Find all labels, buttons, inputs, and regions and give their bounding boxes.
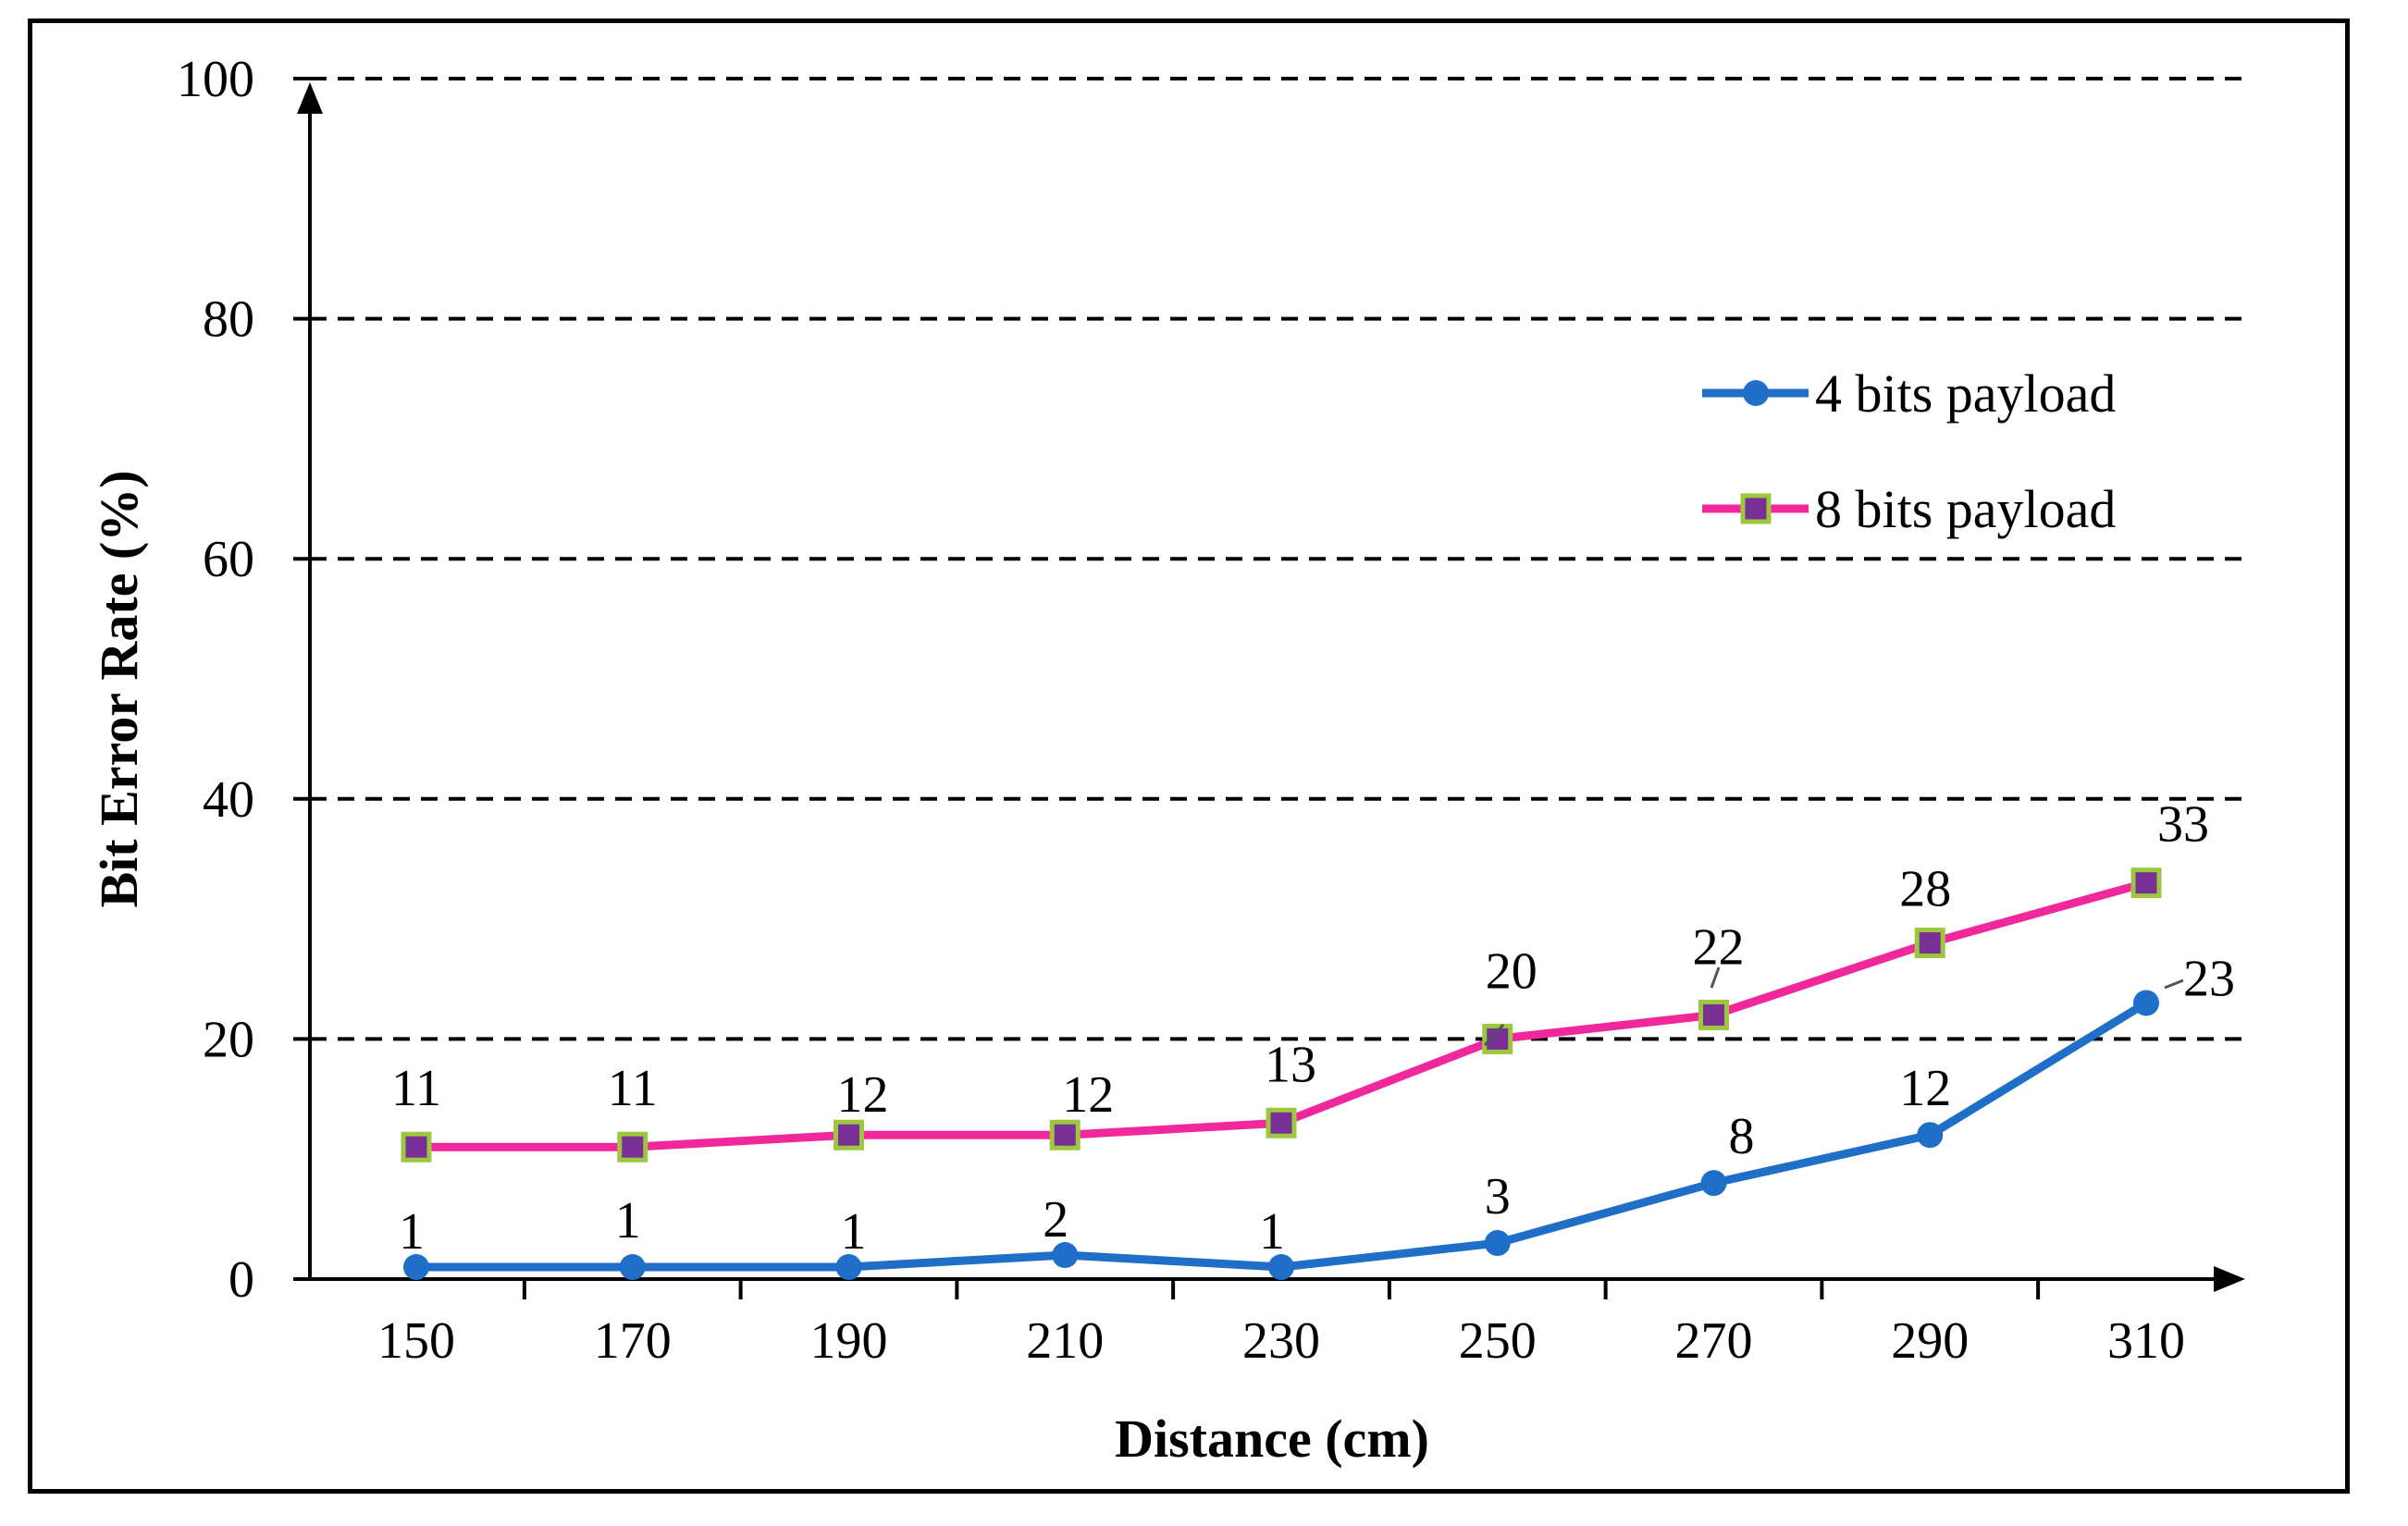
data-label: 12 (1062, 1066, 1114, 1124)
data-point (1266, 1107, 1297, 1138)
data-point (835, 1254, 862, 1281)
y-tick-label: 80 (203, 291, 254, 349)
data-point (834, 1119, 864, 1151)
y-tick-label: 20 (203, 1011, 254, 1068)
data-point (1698, 999, 1729, 1030)
y-axis-arrow (297, 82, 323, 114)
data-label: 2 (1043, 1191, 1068, 1249)
data-label: 3 (1485, 1168, 1511, 1225)
x-tick-label: 170 (594, 1312, 672, 1370)
x-axis-title: Distance (cm) (1115, 1409, 1429, 1469)
data-label: 12 (837, 1066, 889, 1124)
x-tick-label: 270 (1675, 1312, 1753, 1370)
x-tick-label: 190 (810, 1312, 888, 1370)
data-label: 1 (399, 1203, 425, 1261)
data-point (1268, 1254, 1294, 1281)
x-tick-label: 150 (377, 1312, 455, 1370)
data-label: 11 (608, 1060, 658, 1117)
data-label: 13 (1265, 1036, 1316, 1093)
data-point (2130, 868, 2162, 899)
data-label: 1 (841, 1203, 867, 1261)
legend-label: 4 bits payload (1815, 363, 2116, 424)
series-line (416, 879, 2148, 1151)
data-label: 20 (1486, 942, 1537, 1000)
gridlines (310, 77, 2243, 1041)
axes: 0 20 40 60 80 100 150 170 190 210 230 250 270 290 310 (177, 51, 2245, 1370)
data-point (1052, 1242, 1079, 1269)
legend-label: 8 bits payload (1815, 479, 2116, 539)
legend-marker (1740, 493, 1772, 524)
legend: 4 bits payload 8 bits payload (1702, 363, 2116, 539)
data-point (617, 1131, 648, 1163)
x-tick-label: 250 (1459, 1312, 1537, 1370)
data-label: 33 (2157, 796, 2209, 854)
data-label: 12 (1899, 1060, 1951, 1117)
data-point (1049, 1119, 1081, 1151)
data-point (403, 1254, 429, 1281)
data-label: 1 (1259, 1203, 1285, 1261)
data-label: 11 (391, 1060, 441, 1117)
data-point (1484, 1230, 1511, 1257)
x-tick-label: 230 (1242, 1312, 1320, 1370)
series (401, 868, 2162, 1281)
x-tick-label: 290 (1891, 1312, 1969, 1370)
label-leader (1483, 1023, 1505, 1047)
legend-marker (1743, 380, 1769, 406)
y-axis-title: Bit Error Rate (%) (89, 470, 149, 907)
label-leader (2164, 978, 2184, 990)
data-label: 1 (615, 1192, 641, 1249)
data-point (1917, 1122, 1944, 1149)
x-axis-arrow (2214, 1266, 2245, 1292)
data-label: 23 (2183, 950, 2235, 1007)
data-label: 28 (1899, 861, 1951, 918)
x-tick-label: 310 (2107, 1312, 2185, 1370)
y-tick-label: 0 (228, 1251, 254, 1309)
chart-frame (28, 18, 2350, 1494)
data-label: 8 (1729, 1108, 1755, 1165)
data-point (619, 1254, 646, 1281)
data-point (2133, 990, 2159, 1016)
data-point (1700, 1170, 1727, 1197)
y-tick-label: 100 (177, 51, 254, 108)
y-tick-label: 40 (203, 771, 254, 829)
data-point (401, 1131, 432, 1163)
data-label: 22 (1693, 918, 1745, 976)
data-point (1914, 928, 1945, 959)
label-leader (1710, 966, 1721, 989)
x-tick-label: 210 (1026, 1312, 1104, 1370)
y-tick-label: 60 (203, 531, 254, 588)
